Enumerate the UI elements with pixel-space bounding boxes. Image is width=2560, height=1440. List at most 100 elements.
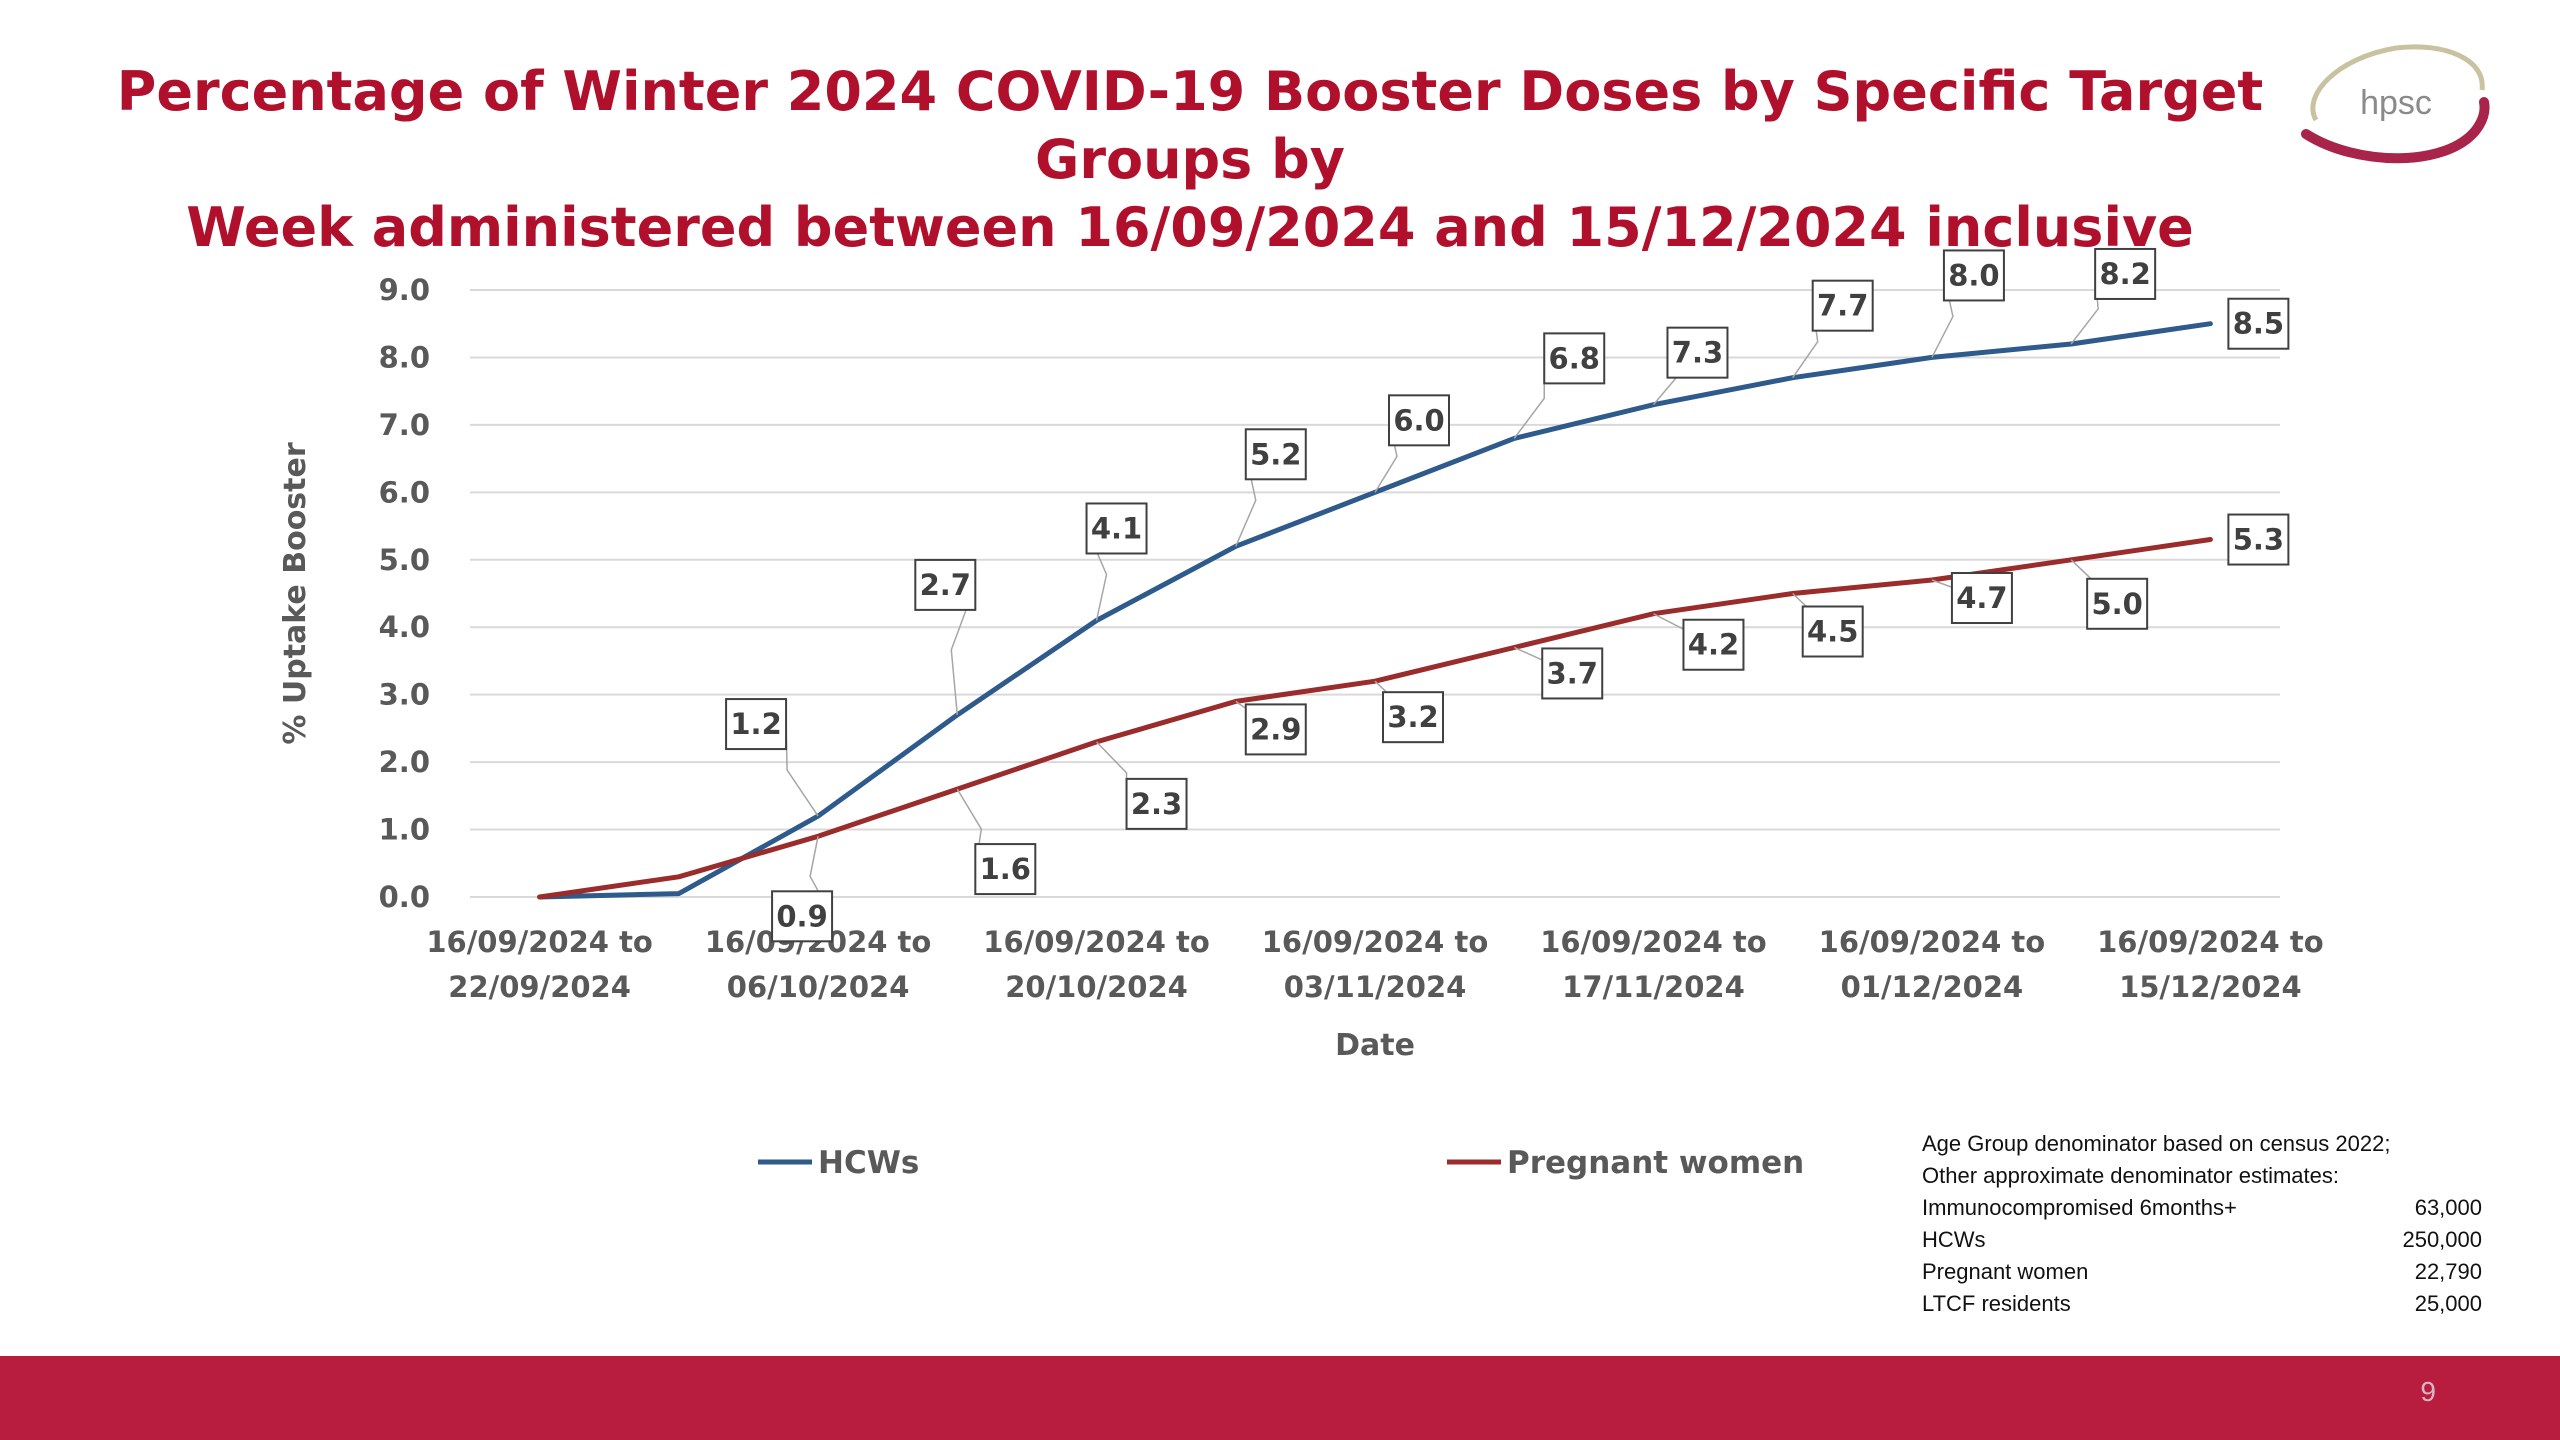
- chart-title-line-1: Percentage of Winter 2024 COVID-19 Boost…: [116, 60, 2264, 191]
- notes-row-value: 22,790: [2414, 1259, 2482, 1284]
- chart-title-line-2: Week administered between 16/09/2024 and…: [186, 196, 2194, 259]
- data-label: 2.9: [1235, 700, 1307, 756]
- legend-entry: Pregnant women: [1447, 1145, 1804, 1181]
- y-tick-label: 3.0: [379, 678, 430, 712]
- data-label-box: [1682, 618, 1745, 671]
- data-label: 7.3: [1652, 326, 1729, 406]
- x-tick-label: 16/09/2024 to 17/11/2024: [1540, 925, 1767, 1004]
- data-label-box: [1541, 647, 1604, 700]
- data-label-box: [2094, 247, 2157, 300]
- data-label-box: [974, 843, 1037, 896]
- data-label-text: 1.2: [730, 707, 781, 741]
- data-label: 5.0: [2070, 559, 2149, 630]
- data-label: 7.7: [1792, 279, 1874, 379]
- data-label-text: 4.2: [1688, 628, 1739, 662]
- x-tick-label-line-2: 15/12/2024: [2119, 970, 2302, 1004]
- y-tick-label: 5.0: [379, 543, 430, 577]
- data-label-box: [1942, 249, 2005, 302]
- notes-line-2: Other approximate denominator estimates:: [1922, 1163, 2339, 1188]
- data-label-box: [1950, 572, 2013, 625]
- data-label-box: [914, 558, 977, 611]
- data-label-text: 2.3: [1131, 787, 1182, 821]
- x-tick-label: 16/09/2024 to 15/12/2024: [2097, 925, 2324, 1004]
- hpsc-logo: hpsc: [2301, 44, 2490, 164]
- x-tick-label-line-2: 17/11/2024: [1562, 970, 1745, 1004]
- notes-row-label: Immunocompromised 6months+: [1922, 1195, 2237, 1220]
- data-label: 5.3: [2227, 513, 2290, 566]
- x-tick-label: 16/09/2024 to 01/12/2024: [1819, 925, 2046, 1004]
- data-label: 4.5: [1792, 592, 1864, 658]
- data-label: 3.2: [1374, 680, 1444, 744]
- data-label-box: [1244, 428, 1307, 481]
- data-label-text: 5.0: [2091, 587, 2142, 621]
- x-tick-label: 16/09/2024 to 22/09/2024: [426, 925, 653, 1004]
- logo-text: hpsc: [2360, 84, 2432, 122]
- y-axis-ticks: 0.0 1.0 2.0 3.0 4.0 5.0 6.0 7.0 8.0 9.0: [379, 273, 430, 914]
- x-tick-label-line-1: 16/09/2024 to: [426, 925, 653, 959]
- x-tick-label-line-2: 22/09/2024: [448, 970, 631, 1004]
- legend: HCWs Pregnant women: [758, 1145, 1804, 1181]
- data-label-text: 8.2: [2099, 257, 2150, 291]
- data-label-box: [1388, 394, 1450, 447]
- y-axis-title: % Uptake Booster: [278, 442, 313, 744]
- data-label-text: 3.2: [1387, 700, 1438, 734]
- y-tick-label: 9.0: [379, 273, 430, 307]
- notes-row-value: 250,000: [2402, 1227, 2482, 1252]
- y-tick-label: 0.0: [379, 880, 430, 914]
- y-tick-label: 7.0: [379, 408, 430, 442]
- page-number: 9: [2420, 1376, 2436, 1407]
- data-label: 8.5: [2227, 297, 2290, 350]
- data-label-box: [1125, 777, 1188, 830]
- data-label: 4.2: [1653, 613, 1745, 671]
- data-label: 1.6: [956, 788, 1037, 896]
- notes-row: Pregnant women 22,790: [1922, 1256, 2482, 1288]
- data-label-box: [1801, 605, 1864, 658]
- uptake-line-chart: 0.0 1.0 2.0 3.0 4.0 5.0 6.0 7.0 8.0 9.0 16/09/202…: [278, 247, 2324, 1181]
- data-label-text: 2.7: [920, 568, 971, 602]
- data-label-text: 0.9: [776, 899, 827, 933]
- data-label-text: 4.1: [1091, 511, 1142, 545]
- data-label-text: 2.9: [1250, 712, 1301, 746]
- notes-row-value: 25,000: [2414, 1291, 2482, 1316]
- data-label: 4.1: [1085, 502, 1148, 621]
- x-axis-title: Date: [1335, 1028, 1415, 1063]
- data-label-box: [2227, 297, 2290, 350]
- data-label-leader: [1513, 358, 1545, 439]
- data-label-text: 4.7: [1956, 581, 2007, 615]
- data-label: 0.9: [771, 836, 834, 943]
- chart-title: Percentage of Winter 2024 COVID-19 Boost…: [40, 58, 2340, 262]
- data-label-leader: [2070, 273, 2099, 345]
- x-tick-label-line-2: 06/10/2024: [727, 970, 910, 1004]
- logo-ring: [2310, 44, 2485, 122]
- x-tick-label: 16/09/2024 to 03/11/2024: [1262, 925, 1489, 1004]
- x-tick-label: 16/09/2024 to 20/10/2024: [983, 925, 1210, 1004]
- denominator-notes: Age Group denominator based on census 20…: [1922, 1128, 2482, 1320]
- data-label-text: 5.3: [2233, 523, 2284, 557]
- data-label-text: 5.2: [1250, 437, 1301, 471]
- data-label: 8.2: [2070, 247, 2157, 345]
- data-labels: 1.2 2.7 4.1 5.2 6.0 6.8 7.3 7.7 8.0 8.2 8.5 0.9 1.6 2…: [725, 247, 2290, 943]
- x-tick-label-line-1: 16/09/2024 to: [2097, 925, 2324, 959]
- data-label-box: [1382, 691, 1444, 744]
- notes-row-label: LTCF residents: [1922, 1291, 2071, 1316]
- y-tick-label: 2.0: [379, 745, 430, 779]
- gridlines: [470, 289, 2280, 898]
- x-tick-label-line-2: 03/11/2024: [1284, 970, 1467, 1004]
- data-label-text: 8.0: [1948, 258, 1999, 292]
- data-label-text: 3.7: [1547, 656, 1598, 690]
- data-label-text: 7.3: [1672, 336, 1723, 370]
- x-tick-label-line-2: 20/10/2024: [1005, 970, 1188, 1004]
- data-label-text: 1.6: [980, 852, 1031, 886]
- x-tick-label-line-1: 16/09/2024 to: [1262, 925, 1489, 959]
- data-label-box: [1811, 279, 1874, 332]
- y-tick-label: 4.0: [379, 610, 430, 644]
- data-label: 8.0: [1931, 249, 2005, 358]
- data-label-box: [1666, 326, 1729, 379]
- notes-row-label: HCWs: [1922, 1227, 1986, 1252]
- data-label: 2.7: [914, 558, 977, 715]
- data-label: 1.2: [725, 698, 819, 817]
- data-label-text: 7.7: [1817, 289, 1868, 323]
- y-tick-label: 6.0: [379, 475, 430, 509]
